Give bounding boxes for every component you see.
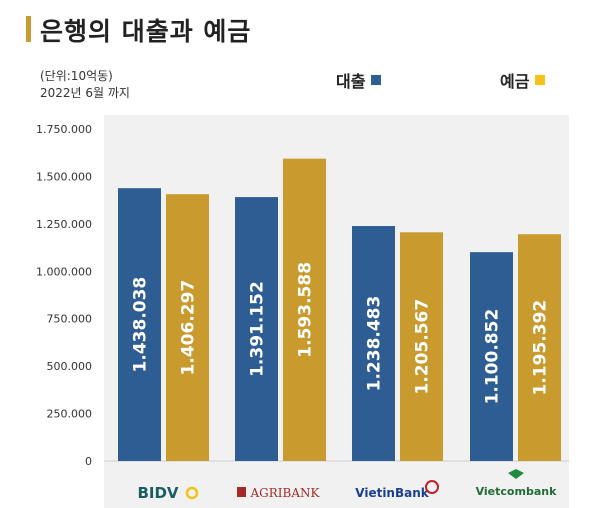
bar-deposits xyxy=(518,234,561,461)
agribank-logo-icon xyxy=(237,487,246,497)
vietinbank-logo-icon xyxy=(425,480,439,494)
y-tick-label: 750.000 xyxy=(47,313,93,326)
legend-loans-label: 대출 xyxy=(336,72,366,91)
unit-note: (단위:10억동) 2022년 6월 까지 xyxy=(40,68,130,102)
y-tick-label: 1.750.000 xyxy=(36,123,92,136)
y-tick-label: 1.250.000 xyxy=(36,218,92,231)
category-label-agribank: AGRIBANK xyxy=(250,486,321,500)
category-label-bidv: BIDV xyxy=(137,484,178,502)
legend-loans-swatch xyxy=(371,75,382,85)
legend-deposits-swatch xyxy=(535,75,546,85)
bar-loans xyxy=(235,197,278,461)
y-tick-label: 0 xyxy=(85,455,92,468)
bar-loans xyxy=(118,188,161,461)
bar-deposits xyxy=(283,158,326,461)
bidv-logo-icon xyxy=(185,486,199,500)
y-tick-label: 500.000 xyxy=(47,360,93,373)
category-label-vietinbank: VietinBank xyxy=(355,486,430,500)
vietcombank-logo-icon xyxy=(508,469,524,479)
category-label-vietcombank: Vietcombank xyxy=(476,485,557,498)
title-accent-bar xyxy=(26,16,31,42)
bar-loans xyxy=(470,252,513,461)
bar-value-label: 1.593.588 xyxy=(296,262,316,358)
bar-deposits xyxy=(166,194,209,461)
bar-deposits xyxy=(400,232,443,461)
y-tick-label: 250.000 xyxy=(47,408,93,421)
y-tick-label: 1.500.000 xyxy=(36,170,92,183)
y-tick-label: 1.000.000 xyxy=(36,265,92,278)
bar-value-label: 1.205.567 xyxy=(413,299,433,395)
bar-value-label: 1.238.483 xyxy=(365,296,385,392)
chart-title: 은행의 대출과 예금 xyxy=(40,17,252,46)
bar-value-label: 1.100.852 xyxy=(483,309,503,405)
legend-deposits: 예금 xyxy=(500,68,546,92)
legend-loans: 대출 xyxy=(336,68,382,92)
unit-label: (단위:10억동) xyxy=(40,69,113,83)
bar-value-label: 1.406.297 xyxy=(179,280,199,376)
bar-value-label: 1.195.392 xyxy=(531,300,551,396)
legend-deposits-label: 예금 xyxy=(500,72,530,91)
bar-value-label: 1.391.152 xyxy=(248,281,268,377)
bar-value-label: 1.438.038 xyxy=(131,277,151,373)
bar-loans xyxy=(352,226,395,461)
date-label: 2022년 6월 까지 xyxy=(40,86,130,100)
